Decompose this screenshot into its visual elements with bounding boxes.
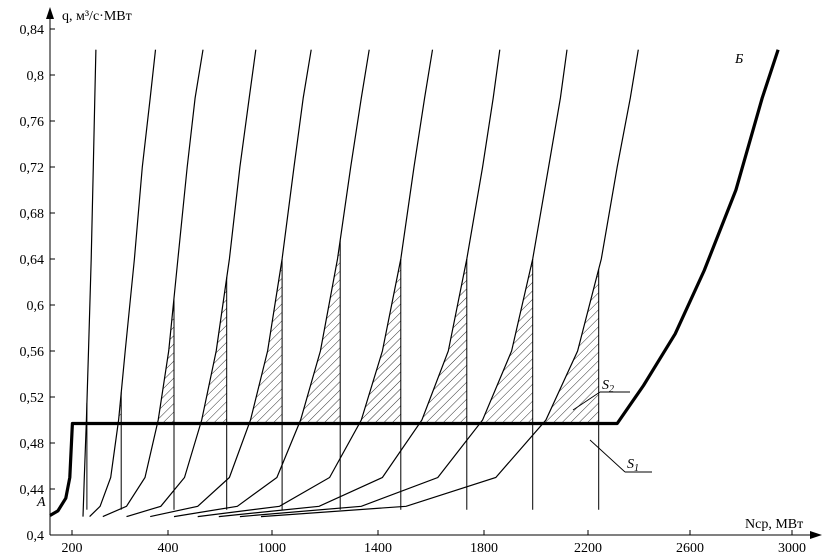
x-tick-label: 200: [62, 541, 83, 556]
curve-8: [218, 49, 501, 518]
x-axis-arrow: [810, 531, 822, 539]
hatch-upper-4: [200, 277, 227, 424]
hatch-upper-5: [249, 259, 283, 424]
y-tick-label: 0,64: [20, 253, 45, 268]
curve-2: [89, 49, 157, 518]
characteristic-curves: [49, 49, 780, 518]
y-axis-arrow: [46, 7, 54, 19]
y-tick-label: 0,84: [20, 23, 45, 38]
y-tick-label: 0,8: [27, 69, 45, 84]
envelope-line: [49, 49, 780, 517]
y-tick-label: 0,72: [20, 161, 45, 176]
area-label-s1: S1: [627, 457, 639, 474]
hatch-upper-7: [359, 259, 401, 424]
y-tick-label: 0,68: [20, 207, 45, 222]
x-tick-label: 1800: [470, 541, 498, 556]
x-tick-label: 1400: [364, 541, 392, 556]
point-label-b: Б: [734, 52, 743, 67]
area-label-s2: S2: [602, 378, 614, 395]
curve-10: [260, 49, 639, 518]
hatch-upper-3: [157, 298, 174, 424]
hatched-areas: [86, 240, 599, 424]
y-tick-label: 0,4: [27, 529, 45, 544]
hatch-upper-9: [479, 259, 533, 424]
x-axis-label: Nср, МВт: [745, 517, 803, 532]
x-tick-label: 3000: [778, 541, 806, 556]
hatch-upper-2: [118, 392, 122, 424]
y-axis-label: q, м³/с·МВт: [62, 9, 132, 24]
y-tick-label: 0,52: [20, 391, 45, 406]
x-tick-label: 1000: [258, 541, 286, 556]
curve-6: [173, 49, 370, 518]
curve-4: [126, 49, 257, 518]
y-tick-label: 0,76: [20, 115, 45, 130]
y-tick-label: 0,44: [20, 483, 45, 498]
curve-5: [150, 49, 312, 518]
annotations: А Б S2 S1: [36, 52, 743, 510]
hatch-upper-8: [419, 259, 467, 424]
axes: q, м³/с·МВт Nср, МВт: [46, 7, 822, 539]
x-tick-label: 400: [158, 541, 179, 556]
y-tick-label: 0,6: [27, 299, 45, 314]
hatch-upper-10: [542, 269, 599, 424]
curve-3: [102, 49, 204, 518]
leader-s1: [589, 439, 626, 473]
curve-9: [239, 49, 568, 518]
leader-s2: [572, 391, 601, 411]
x-tick-label: 2200: [574, 541, 602, 556]
ticks: 0,4 0,44 0,48 0,52 0,56 0,6 0,64 0,68 0,72 0,76 0,…: [20, 23, 807, 556]
curve-7: [197, 49, 434, 518]
curve-1: [82, 49, 97, 517]
y-tick-label: 0,56: [20, 345, 45, 360]
point-label-a: А: [36, 495, 46, 510]
y-tick-label: 0,48: [20, 437, 45, 452]
hatch-upper-6: [299, 240, 341, 424]
x-tick-label: 2600: [676, 541, 704, 556]
